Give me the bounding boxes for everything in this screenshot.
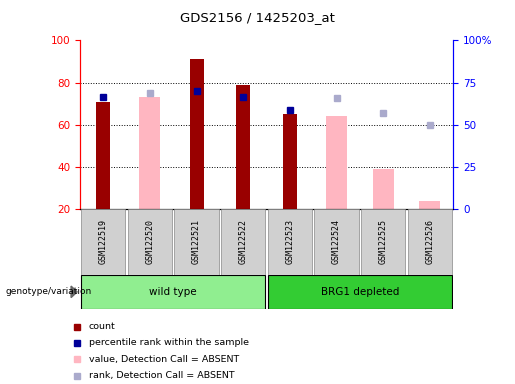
Text: GSM122521: GSM122521 bbox=[192, 219, 201, 265]
Text: GSM122522: GSM122522 bbox=[238, 219, 248, 265]
Bar bbox=[373, 169, 393, 209]
Polygon shape bbox=[71, 286, 77, 298]
Bar bbox=[81, 275, 265, 309]
Bar bbox=[175, 209, 219, 275]
Bar bbox=[221, 209, 265, 275]
Text: GSM122525: GSM122525 bbox=[379, 219, 388, 265]
Bar bbox=[283, 114, 297, 209]
Text: genotype/variation: genotype/variation bbox=[5, 287, 91, 296]
Bar bbox=[408, 209, 452, 275]
Bar bbox=[419, 201, 440, 209]
Bar bbox=[314, 209, 358, 275]
Text: GSM122519: GSM122519 bbox=[99, 219, 108, 265]
Text: wild type: wild type bbox=[149, 287, 197, 297]
Text: GSM122526: GSM122526 bbox=[425, 219, 434, 265]
Text: GSM122520: GSM122520 bbox=[145, 219, 154, 265]
Bar bbox=[268, 275, 452, 309]
Bar bbox=[268, 209, 312, 275]
Bar bbox=[140, 98, 160, 209]
Text: BRG1 depleted: BRG1 depleted bbox=[321, 287, 399, 297]
Bar bbox=[361, 209, 405, 275]
Bar bbox=[236, 85, 250, 209]
Bar bbox=[326, 116, 347, 209]
Bar bbox=[128, 209, 172, 275]
Text: rank, Detection Call = ABSENT: rank, Detection Call = ABSENT bbox=[89, 371, 234, 380]
Text: value, Detection Call = ABSENT: value, Detection Call = ABSENT bbox=[89, 355, 239, 364]
Text: GSM122524: GSM122524 bbox=[332, 219, 341, 265]
Text: GDS2156 / 1425203_at: GDS2156 / 1425203_at bbox=[180, 11, 335, 24]
Bar bbox=[96, 101, 110, 209]
Text: count: count bbox=[89, 322, 115, 331]
Bar bbox=[190, 59, 203, 209]
Text: percentile rank within the sample: percentile rank within the sample bbox=[89, 338, 249, 348]
Text: GSM122523: GSM122523 bbox=[285, 219, 295, 265]
Bar bbox=[81, 209, 125, 275]
